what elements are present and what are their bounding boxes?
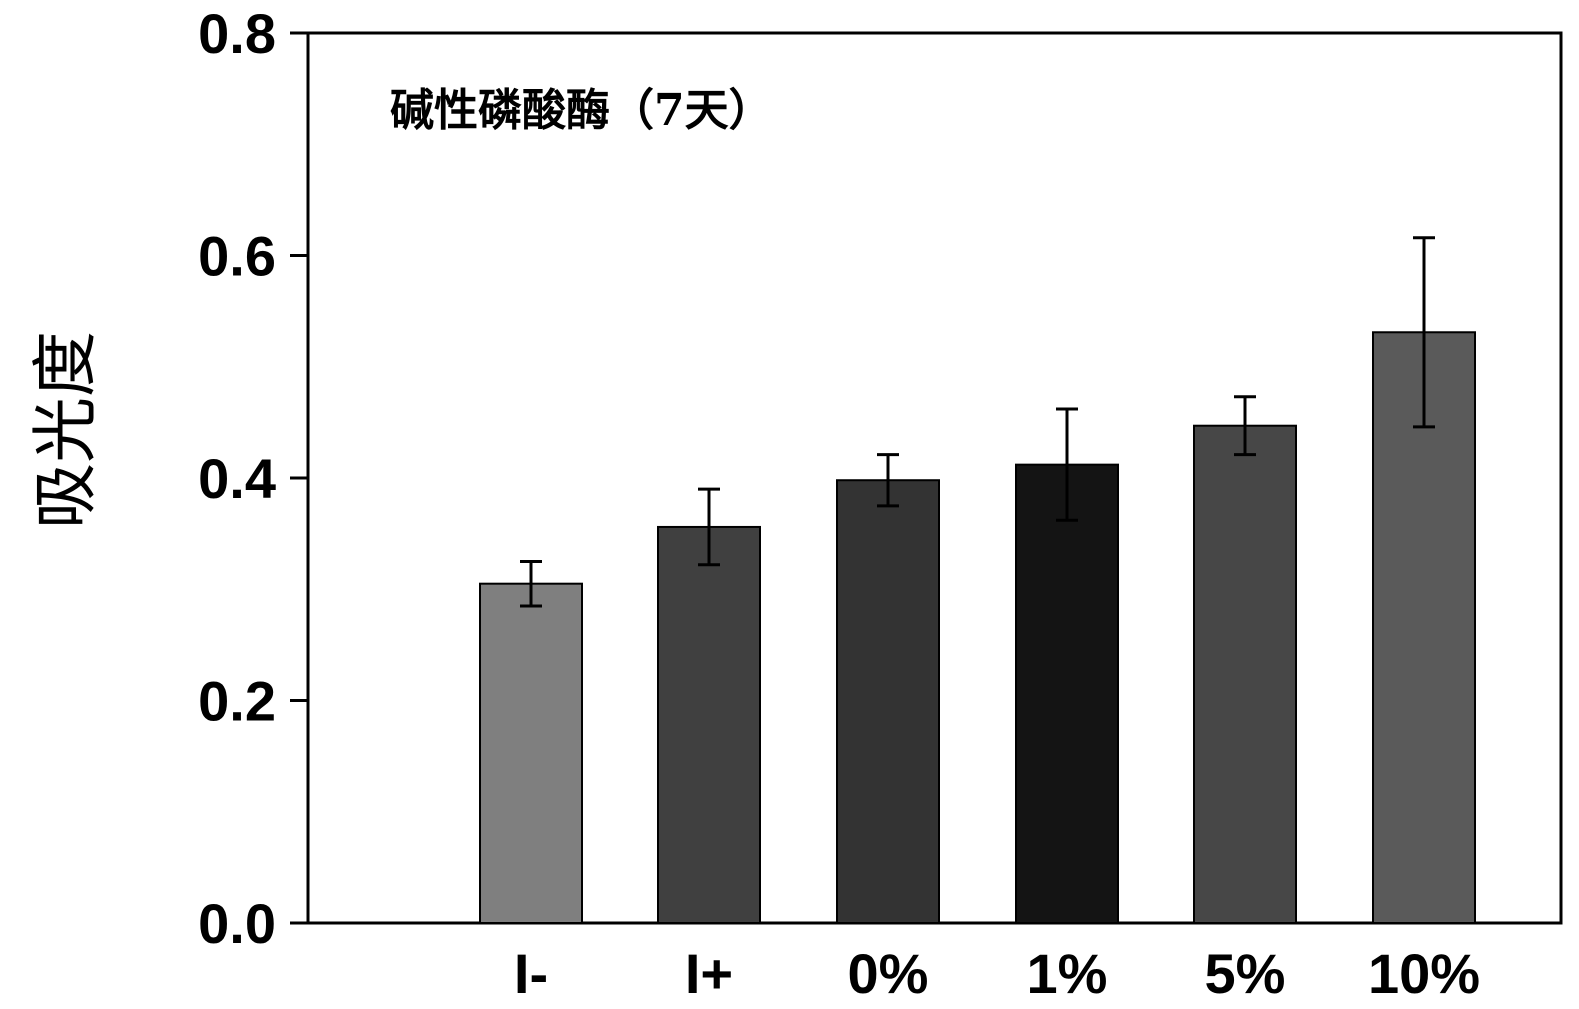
- bar-0%: [836, 479, 940, 924]
- bars-group: [479, 331, 1476, 924]
- bar-I-: [479, 582, 583, 924]
- x-tick-label: I-: [514, 942, 548, 1005]
- x-tick-label: 5%: [1205, 942, 1286, 1005]
- x-tick-label: 1%: [1027, 942, 1108, 1005]
- y-axis-label: 吸光度: [27, 331, 104, 529]
- error-bars-group: [520, 236, 1435, 608]
- y-tick-label: 0.6: [198, 225, 276, 288]
- x-tick-label: I+: [685, 942, 733, 1005]
- y-tick-label: 0.0: [198, 892, 276, 955]
- y-tick-label: 0.2: [198, 670, 276, 733]
- bar-5%: [1193, 424, 1297, 924]
- x-tick-label: 0%: [848, 942, 929, 1005]
- y-tick-label: 0.8: [198, 2, 276, 65]
- y-tick-label: 0.4: [198, 447, 276, 510]
- y-axis-ticks: 0.0 0.2 0.4 0.6 0.8: [198, 2, 308, 955]
- x-tick-label: 10%: [1368, 942, 1480, 1005]
- bar-1%: [1015, 463, 1119, 924]
- bar-I+: [657, 525, 761, 924]
- x-axis-ticks: I- I+ 0% 1% 5% 10%: [514, 942, 1480, 1005]
- chart-title: 碱性磷酸酶（7天）: [390, 85, 773, 136]
